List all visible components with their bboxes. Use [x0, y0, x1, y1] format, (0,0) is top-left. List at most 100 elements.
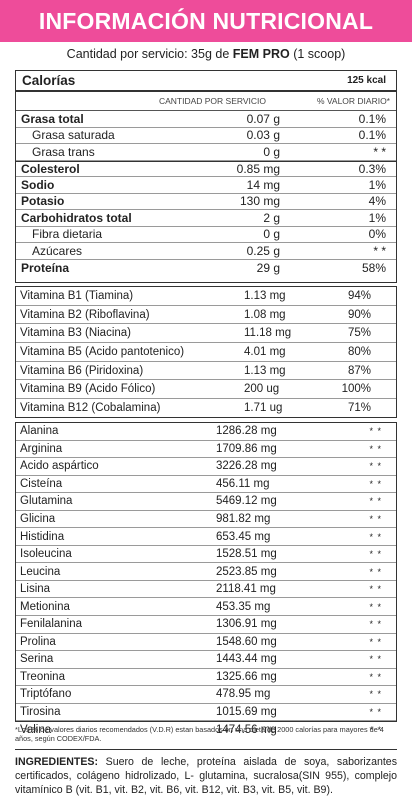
nutrient-name: Vitamina B1 (Tiamina) [20, 289, 134, 302]
nutrient-name: Valina [20, 724, 52, 737]
nutrient-amount: 130 mg [239, 194, 280, 209]
nutrient-name: Fenilalanina [20, 618, 83, 631]
daily-value: * * [373, 144, 386, 159]
nutrient-name: Grasa trans [32, 144, 95, 159]
nutrient-amount: 1528.51 mg [216, 548, 277, 561]
vitamin-list: Vitamina B1 (Tiamina) 1.13 mg 94% Vitamina … [16, 287, 396, 418]
column-header: CANTIDAD POR SERVICIO % VALOR DIARIO* [16, 92, 396, 111]
nutrient-name: Potasio [21, 194, 65, 209]
aminoacid-row: Leucina 2523.85 mg * * [16, 563, 396, 581]
nutrient-amount: 0.85 mg [236, 161, 280, 176]
nutrient-amount: 0.07 g [246, 111, 280, 126]
daily-value: 1% [368, 177, 386, 192]
macro-row: Fibra dietaria 0 g 0% [16, 227, 396, 243]
nutrient-amount: 453.35 mg [216, 600, 271, 613]
calories-value: 125 kcal [347, 75, 386, 86]
nutrient-name: Glicina [20, 513, 56, 525]
nutrient-amount: 11.18 mg [244, 327, 292, 340]
aminoacid-row: Isoleucina 1528.51 mg * * [16, 546, 396, 564]
nutrient-name: Vitamina B3 (Niacina) [20, 327, 132, 340]
daily-value: * * [369, 654, 382, 665]
nutrient-amount: 653.45 mg [216, 530, 271, 543]
nutrient-name: Glutamina [20, 495, 73, 508]
nutrient-amount: 200 ug [244, 383, 280, 396]
daily-value: 0.1% [358, 111, 386, 126]
nutrient-amount: 14 mg [246, 177, 280, 192]
nutrient-name: Ácido aspártico [20, 460, 99, 473]
nutrition-panel: Calorías 125 kcal CANTIDAD POR SERVICIO … [15, 70, 397, 283]
vitamin-row: Vitamina B12 (Cobalamina) 1.71 ug 71% [16, 399, 396, 418]
aminoacid-row: Ácido aspártico 3226.28 mg * * [16, 458, 396, 476]
daily-value: * * [369, 426, 382, 437]
nutrient-amount: 1015.69 mg [216, 706, 277, 719]
daily-value: * * [369, 549, 382, 560]
nutrient-name: Vitamina B5 (Ácido pantotenico) [20, 345, 185, 358]
daily-value: * * [369, 531, 382, 542]
daily-value: 100% [341, 383, 371, 396]
vitamins-panel: Vitamina B1 (Tiamina) 1.13 mg 94% Vitamina … [15, 286, 397, 418]
macro-row: Grasa saturada 0.03 g 0.1% [16, 128, 396, 144]
nutrient-amount: 29 g [256, 260, 280, 275]
vitamin-row: Vitamina B9 (Ácido Fólico) 200 ug 100% [16, 380, 396, 400]
daily-value: * * [369, 619, 382, 630]
daily-value: 4% [368, 194, 386, 209]
nutrient-amount: 3226.28 mg [216, 460, 277, 473]
nutrient-name: Prolina [20, 635, 56, 648]
nutrient-name: Arginina [20, 442, 63, 455]
nutrient-amount: 1.13 mg [244, 289, 286, 302]
macro-row: Grasa trans 0 g * * [16, 144, 396, 161]
macro-row: Grasa total 0.07 g 0.1% [16, 111, 396, 128]
nutrient-name: Isoleucina [20, 548, 72, 561]
daily-value: 71% [347, 402, 371, 415]
daily-value: * * [369, 443, 382, 454]
serving-size: Cantidad por servicio: 35g de FEM PRO (1… [0, 47, 412, 61]
daily-value: 87% [347, 364, 371, 377]
daily-value: * * [369, 514, 382, 524]
nutrient-amount: 1474.56 mg [216, 724, 277, 737]
daily-value: 58% [361, 260, 386, 275]
macro-row: Carbohidratos total 2 g 1% [16, 210, 396, 227]
product-name: FEM PRO [232, 47, 290, 61]
aminoacid-row: Prolina 1548.60 mg * * [16, 634, 396, 652]
ingredients-label: INGREDIENTES: [15, 756, 98, 768]
nutrient-name: Vitamina B2 (Riboflavina) [20, 308, 150, 321]
nutrient-amount: 2118.41 mg [216, 583, 276, 596]
nutrient-amount: 0.03 g [246, 128, 280, 143]
nutrient-name: Cisteína [20, 477, 63, 490]
nutrient-name: Tirosina [20, 706, 61, 719]
vitamin-row: Vitamina B2 (Riboflavina) 1.08 mg 90% [16, 306, 396, 325]
nutrient-amount: 1325.66 mg [216, 670, 277, 683]
nutrient-name: Carbohidratos total [21, 210, 132, 225]
macro-row: Sodio 14 mg 1% [16, 177, 396, 194]
nutrient-amount: 4.01 mg [244, 345, 286, 358]
daily-value: 0.1% [358, 128, 386, 143]
macro-row: Azúcares 0.25 g * * [16, 243, 396, 260]
aminoacid-row: Fenilalanina 1306.91 mg * * [16, 616, 396, 634]
aminoacid-row: Tirosina 1015.69 mg * * [16, 704, 396, 722]
nutrient-amount: 0 g [263, 227, 280, 242]
aminoacid-row: Triptófano 478.95 mg * * [16, 686, 396, 704]
daily-value: * * [369, 707, 382, 718]
nutrient-amount: 2 g [263, 210, 280, 225]
daily-value: * * [369, 601, 382, 612]
nutrient-amount: 0 g [263, 144, 280, 159]
nutrient-amount: 5469.12 mg [216, 495, 277, 508]
daily-value: * * [369, 671, 382, 682]
daily-value: 75% [347, 327, 371, 340]
vitamin-row: Vitamina B1 (Tiamina) 1.13 mg 94% [16, 287, 396, 306]
aminoacid-row: Histidina 653.45 mg * * [16, 528, 396, 546]
aminoacid-row: Cisteína 456.11 mg * * [16, 476, 396, 494]
nutrient-name: Sodio [21, 177, 55, 192]
aminoacid-row: Serina 1443.44 mg * * [16, 651, 396, 669]
nutrient-name: Triptófano [20, 688, 72, 701]
aminoacid-row: Lisina 2118.41 mg * * [16, 581, 396, 599]
nutrient-name: Treonina [20, 670, 65, 683]
footnote: *Los % de valores diarios recomendados (… [15, 725, 384, 743]
ingredients-text: Suero de leche, proteína aislada de soya… [15, 756, 397, 796]
nutrient-name: Alanina [20, 425, 59, 438]
aminoacid-row: Valina 1474.56 mg * * [16, 721, 396, 739]
nutrient-name: Leucina [20, 565, 61, 578]
daily-value: * * [369, 566, 382, 577]
daily-value-column-header: % VALOR DIARIO* [316, 96, 390, 106]
amount-column-header: CANTIDAD POR SERVICIO [158, 96, 266, 106]
